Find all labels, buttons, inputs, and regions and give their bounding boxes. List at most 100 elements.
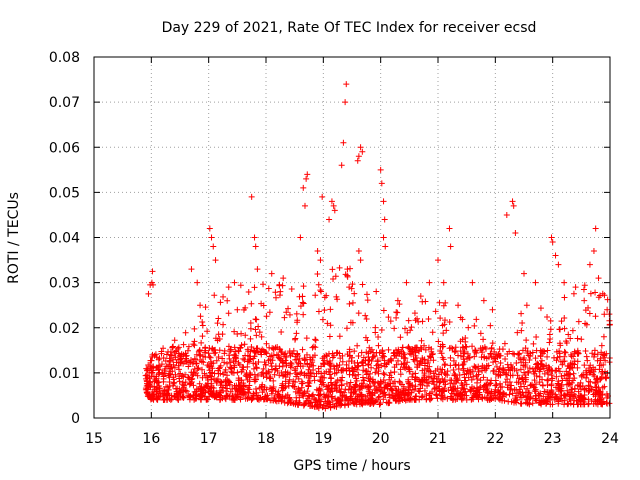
- data-point: [208, 391, 215, 398]
- data-point: [575, 350, 582, 357]
- data-point: [448, 344, 455, 351]
- data-point: [590, 368, 597, 375]
- data-point: [470, 396, 477, 403]
- data-point: [166, 355, 173, 362]
- data-point: [391, 325, 398, 332]
- data-point: [375, 342, 382, 349]
- data-point: [462, 343, 469, 350]
- data-point: [497, 380, 504, 387]
- x-tick-label: 20: [372, 431, 390, 447]
- data-point: [351, 348, 358, 355]
- data-point: [534, 361, 541, 368]
- data-point: [199, 366, 206, 373]
- data-point: [342, 396, 349, 403]
- data-point: [196, 347, 203, 354]
- data-point: [414, 315, 421, 322]
- data-point: [305, 382, 312, 389]
- data-point: [194, 365, 201, 372]
- data-point: [234, 306, 241, 313]
- data-point: [545, 376, 552, 383]
- data-point: [452, 344, 459, 351]
- data-point: [446, 319, 453, 326]
- data-point: [459, 382, 466, 389]
- data-point: [495, 368, 502, 375]
- data-point: [363, 316, 370, 323]
- data-point: [589, 350, 596, 357]
- data-point: [212, 349, 219, 356]
- data-point: [586, 261, 593, 268]
- data-point: [350, 400, 357, 407]
- data-point: [424, 365, 431, 372]
- data-point: [405, 378, 412, 385]
- data-point: [355, 248, 362, 255]
- data-point: [244, 346, 251, 353]
- data-point: [340, 139, 347, 146]
- y-tick-label: 0: [71, 411, 80, 427]
- data-point: [254, 372, 261, 379]
- data-point: [230, 370, 237, 377]
- data-point: [578, 373, 585, 380]
- data-point: [186, 359, 193, 366]
- data-point: [491, 348, 498, 355]
- data-point: [387, 356, 394, 363]
- data-point: [326, 389, 333, 396]
- data-point: [219, 355, 226, 362]
- data-point: [143, 377, 150, 384]
- data-point: [158, 348, 165, 355]
- data-point: [312, 336, 319, 343]
- data-point: [300, 184, 307, 191]
- data-point: [171, 393, 178, 400]
- data-point: [214, 337, 221, 344]
- data-point: [473, 384, 480, 391]
- data-point: [486, 396, 493, 403]
- data-point: [462, 388, 469, 395]
- data-point: [211, 292, 218, 299]
- data-point: [328, 198, 335, 205]
- data-point: [285, 305, 292, 312]
- data-point: [450, 367, 457, 374]
- data-point: [463, 392, 470, 399]
- data-point: [268, 270, 275, 277]
- data-point: [353, 377, 360, 384]
- data-point: [301, 372, 308, 379]
- data-point: [334, 349, 341, 356]
- data-point: [325, 368, 332, 375]
- data-point: [402, 391, 409, 398]
- data-point: [245, 289, 252, 296]
- data-point: [519, 320, 526, 327]
- data-point: [569, 392, 576, 399]
- data-point: [595, 294, 602, 301]
- data-point: [558, 381, 565, 388]
- data-point: [425, 380, 432, 387]
- data-point: [206, 372, 213, 379]
- data-point: [559, 377, 566, 384]
- data-point: [474, 376, 481, 383]
- data-point: [497, 384, 504, 391]
- data-point: [191, 396, 198, 403]
- data-point: [379, 354, 386, 361]
- data-point: [536, 397, 543, 404]
- data-point: [357, 144, 364, 151]
- data-point: [574, 401, 581, 408]
- data-point: [286, 376, 293, 383]
- data-point: [227, 346, 234, 353]
- data-point: [283, 353, 290, 360]
- data-point: [497, 360, 504, 367]
- data-point: [243, 369, 250, 376]
- data-point: [437, 343, 444, 350]
- data-point: [260, 365, 267, 372]
- data-point: [328, 375, 335, 382]
- data-point: [167, 396, 174, 403]
- data-point: [407, 327, 414, 334]
- data-point: [241, 389, 248, 396]
- data-point: [483, 386, 490, 393]
- data-point: [502, 355, 509, 362]
- data-point: [317, 378, 324, 385]
- data-point: [188, 266, 195, 273]
- data-point: [509, 390, 516, 397]
- x-tick-labels: 15 16 17 18 19 20 21 22 23 24: [85, 431, 619, 447]
- data-point: [392, 383, 399, 390]
- data-point: [303, 175, 310, 182]
- data-point: [592, 289, 599, 296]
- y-tick-label: 0.03: [49, 276, 80, 292]
